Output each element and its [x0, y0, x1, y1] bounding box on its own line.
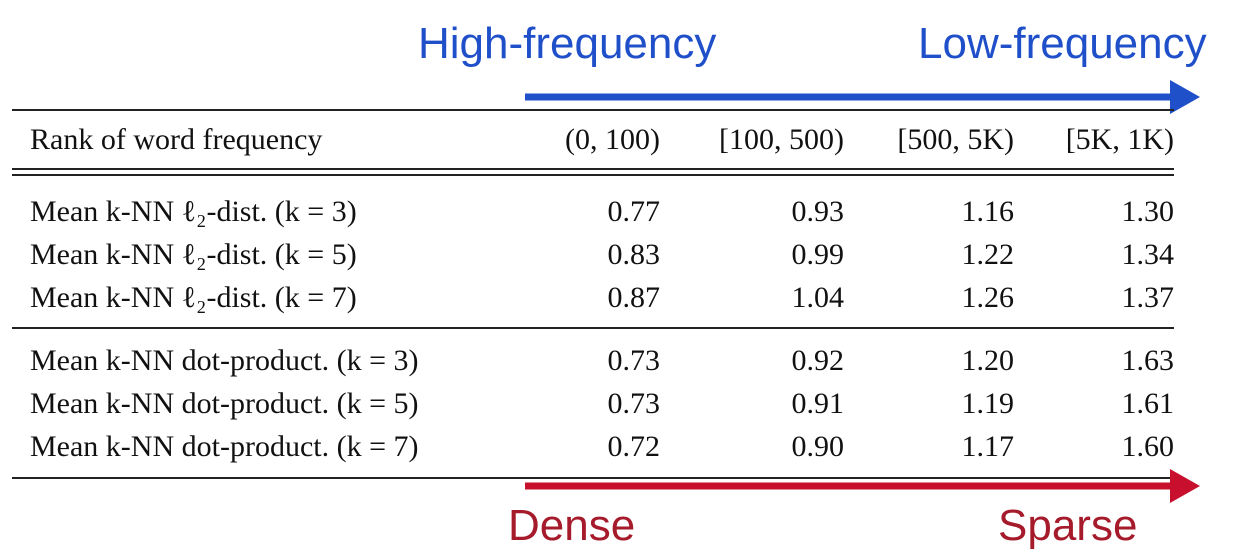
header-cell: Rank of word frequency	[30, 123, 323, 156]
header-cell: [5K, 1K)	[1065, 123, 1174, 156]
table-header-row: Rank of word frequency (0, 100) [100, 50…	[12, 112, 1174, 168]
table-cell: 0.90	[791, 429, 845, 463]
frequency-arrow-head	[1170, 80, 1200, 114]
group-divider-rule	[12, 327, 1174, 329]
table-cell: 1.17	[961, 429, 1015, 463]
table-cell: 1.61	[1121, 386, 1175, 420]
table-cell: 1.20	[961, 343, 1015, 377]
header-cell: [100, 500)	[719, 123, 844, 156]
table-cell: 1.19	[961, 386, 1015, 420]
dense-label: Dense	[508, 501, 636, 550]
table-cell: 1.63	[1121, 343, 1175, 377]
table-row: Mean k-NN ℓ₂-dist. (k = 5) 0.83 0.99 1.2…	[12, 233, 1174, 276]
table-bottom-rule	[12, 477, 1174, 479]
table-cell: 0.72	[607, 429, 661, 463]
header-double-rule-1	[12, 168, 1174, 170]
high-frequency-label: High-frequency	[418, 19, 717, 68]
results-table: Rank of word frequency (0, 100) [100, 50…	[12, 112, 1174, 468]
table-cell: 0.73	[607, 386, 661, 420]
density-arrow-head	[1170, 469, 1200, 503]
header-cell: [500, 5K)	[897, 123, 1014, 156]
row-label: Mean k-NN ℓ₂-dist. (k = 5)	[30, 237, 357, 271]
table-cell: 0.92	[791, 343, 845, 377]
table-cell: 0.83	[607, 237, 661, 271]
table-row: Mean k-NN dot-product. (k = 3) 0.73 0.92…	[12, 339, 1174, 382]
table-cell: 1.16	[961, 194, 1015, 228]
table-cell: 1.60	[1121, 429, 1175, 463]
low-frequency-label: Low-frequency	[918, 19, 1207, 68]
row-label: Mean k-NN dot-product. (k = 5)	[30, 386, 419, 420]
table-top-rule	[12, 109, 1174, 111]
table-cell: 0.91	[791, 386, 845, 420]
table-cell: 0.87	[607, 280, 661, 314]
sparse-label: Sparse	[998, 501, 1138, 550]
table-cell: 1.26	[961, 280, 1015, 314]
table-cell: 1.22	[961, 237, 1015, 271]
row-label: Mean k-NN ℓ₂-dist. (k = 7)	[30, 280, 357, 314]
header-cell: (0, 100)	[565, 123, 660, 156]
table-cell: 0.93	[791, 194, 845, 228]
table-cell: 0.77	[607, 194, 661, 228]
table-cell: 0.99	[791, 237, 845, 271]
table-cell: 1.37	[1121, 280, 1175, 314]
row-label: Mean k-NN dot-product. (k = 7)	[30, 429, 419, 463]
row-label: Mean k-NN dot-product. (k = 3)	[30, 343, 419, 377]
row-label: Mean k-NN ℓ₂-dist. (k = 3)	[30, 194, 357, 228]
header-double-rule-2	[12, 174, 1174, 176]
table-cell: 1.34	[1121, 237, 1175, 271]
table-cell: 1.04	[791, 280, 845, 314]
table-row: Mean k-NN dot-product. (k = 5) 0.73 0.91…	[12, 382, 1174, 425]
table-cell: 0.73	[607, 343, 661, 377]
table-row: Mean k-NN ℓ₂-dist. (k = 3) 0.77 0.93 1.1…	[12, 190, 1174, 233]
table-row: Mean k-NN dot-product. (k = 7) 0.72 0.90…	[12, 425, 1174, 468]
table-cell: 1.30	[1121, 194, 1175, 228]
table-row: Mean k-NN ℓ₂-dist. (k = 7) 0.87 1.04 1.2…	[12, 276, 1174, 319]
